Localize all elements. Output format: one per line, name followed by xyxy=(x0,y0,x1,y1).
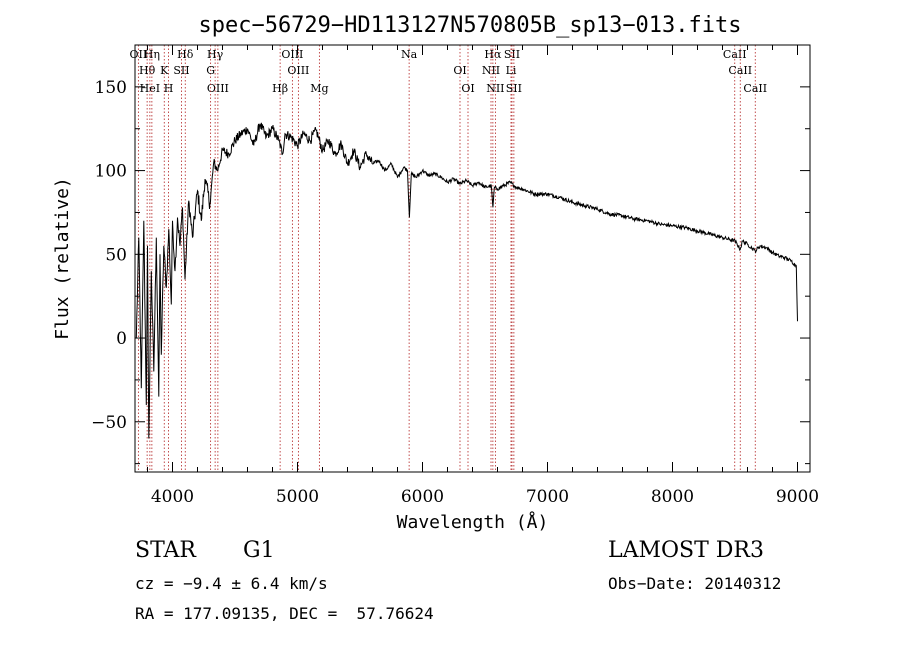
line-label: OI xyxy=(453,64,466,77)
survey-name: LAMOST DR3 xyxy=(608,538,764,563)
line-label: CaII xyxy=(728,64,752,77)
chart-title: spec−56729−HD113127N570805B_sp13−013.fit… xyxy=(198,13,741,38)
object-class: STAR xyxy=(135,538,196,563)
line-label: Li xyxy=(506,64,517,77)
line-label: NII xyxy=(486,82,504,95)
line-label: Hη xyxy=(144,48,160,61)
line-label: SII xyxy=(504,48,520,61)
x-tick-label: 9000 xyxy=(776,487,819,507)
y-axis-label: Flux (relative) xyxy=(52,177,73,340)
line-label: NII xyxy=(482,64,500,77)
x-tick-label: 6000 xyxy=(401,487,444,507)
line-label: OIII xyxy=(287,64,309,77)
x-tick-label: 8000 xyxy=(651,487,694,507)
line-label: G xyxy=(206,64,215,77)
observation-date: Obs−Date: 20140312 xyxy=(608,574,782,593)
x-tick-label: 5000 xyxy=(276,487,319,507)
line-label: Na xyxy=(401,48,418,61)
x-tick-label: 4000 xyxy=(151,487,194,507)
line-label: CaII xyxy=(723,48,747,61)
line-label: Hβ xyxy=(272,82,288,95)
line-label: K xyxy=(160,64,169,77)
line-label: Hθ xyxy=(139,64,156,77)
line-label: Hα xyxy=(484,48,502,61)
line-label: CaII xyxy=(743,82,767,95)
y-tick-label: 100 xyxy=(95,162,127,182)
line-label: SII xyxy=(506,82,522,95)
object-subclass: G1 xyxy=(243,538,275,563)
line-label: Mg xyxy=(310,82,328,95)
plot-frame xyxy=(134,44,811,473)
line-label: HeI xyxy=(140,82,160,95)
line-label: OII xyxy=(130,48,148,61)
y-tick-label: −50 xyxy=(91,413,127,433)
line-label: Hγ xyxy=(207,48,224,61)
y-tick-label: 0 xyxy=(116,329,127,349)
flux-series-line xyxy=(135,122,798,439)
x-tick-label: 7000 xyxy=(526,487,569,507)
y-tick-label: 50 xyxy=(105,245,127,265)
line-label: OIII xyxy=(281,48,303,61)
line-label: H xyxy=(164,82,174,95)
line-label: OI xyxy=(461,82,474,95)
y-tick-label: 150 xyxy=(95,78,127,98)
line-label: OIII xyxy=(207,82,229,95)
redshift-cz: cz = −9.4 ± 6.4 km/s xyxy=(135,574,328,593)
ra-dec: RA = 177.09135, DEC = 57.76624 xyxy=(135,604,434,623)
line-label: Hδ xyxy=(177,48,194,61)
line-label: SII xyxy=(173,64,189,77)
x-axis-label: Wavelength (Å) xyxy=(397,511,549,533)
